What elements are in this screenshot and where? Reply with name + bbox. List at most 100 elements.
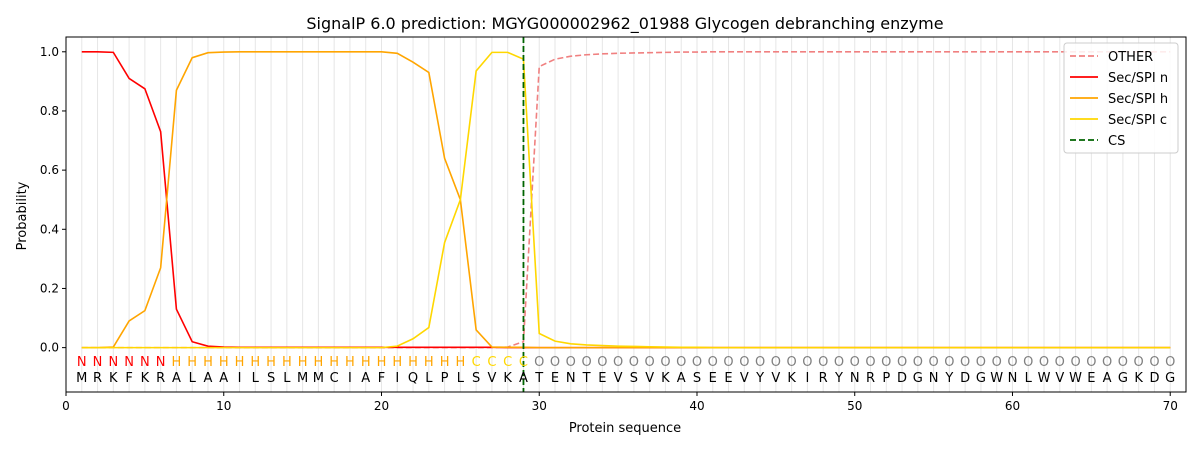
residue-letter: K [1134, 371, 1143, 386]
region-label: O [1165, 355, 1175, 370]
residue-letter: K [503, 371, 512, 386]
series-line-sec-spi-n [81, 50, 1171, 349]
region-label: H [361, 355, 371, 370]
residue-letter: V [771, 371, 780, 386]
residue-letter: T [534, 371, 543, 386]
region-label: H [329, 355, 339, 370]
region-label: O [1023, 355, 1033, 370]
region-label: H [455, 355, 465, 370]
axes-layer: 0 10 20 30 40 50 60 70 0.0 0.2 0.4 0.6 0.8 1.0 [40, 36, 1187, 413]
residue-letter: D [1149, 371, 1159, 386]
residue-letter: L [252, 371, 260, 386]
region-label: N [77, 355, 87, 370]
region-label: O [1086, 355, 1096, 370]
residue-letter: M [313, 371, 324, 386]
residue-letter: C [330, 371, 339, 386]
region-label: C [472, 355, 481, 370]
region-label: H [235, 355, 245, 370]
x-tick-label: 40 [689, 399, 704, 413]
series-line-sec-spi-h [81, 50, 1171, 349]
residue-letter: R [93, 371, 102, 386]
region-label: N [156, 355, 166, 370]
region-label: O [550, 355, 560, 370]
region-label: H [440, 355, 450, 370]
x-tick-label: 30 [532, 399, 547, 413]
residue-letter: V [645, 371, 654, 386]
region-label: O [1149, 355, 1159, 370]
region-label: H [314, 355, 324, 370]
residue-letter: E [709, 371, 717, 386]
x-tick-label: 50 [847, 399, 862, 413]
region-label: H [424, 355, 434, 370]
residue-letter: N [929, 371, 939, 386]
region-label: O [960, 355, 970, 370]
residue-letter: E [1087, 371, 1095, 386]
residue-letter: A [519, 371, 528, 386]
region-label: O [613, 355, 623, 370]
chart-title: SignalP 6.0 prediction: MGYG000002962_01… [306, 14, 943, 34]
plot-frame [65, 36, 1187, 393]
residue-letter: G [976, 371, 986, 386]
residue-letter: F [125, 371, 132, 386]
legend: OTHER Sec/SPI n Sec/SPI h Sec/SPI c CS [1063, 42, 1179, 154]
region-label: O [1055, 355, 1065, 370]
residue-letter: K [787, 371, 796, 386]
residue-letter: S [267, 371, 275, 386]
residue-letter: M [76, 371, 87, 386]
residue-letter: L [1025, 371, 1033, 386]
residue-letter: Q [408, 371, 418, 386]
region-label: H [345, 355, 355, 370]
x-tick-label: 0 [62, 399, 70, 413]
residue-letter: P [882, 371, 890, 386]
residue-letter: Y [755, 371, 764, 386]
residue-letter: N [566, 371, 576, 386]
region-label: O [771, 355, 781, 370]
residue-letter: A [204, 371, 213, 386]
legend-box [1063, 42, 1179, 154]
region-label: O [645, 355, 655, 370]
x-tick-label: 10 [216, 399, 231, 413]
y-tick-label: 0.4 [40, 222, 59, 236]
region-label: N [108, 355, 118, 370]
region-label: O [597, 355, 607, 370]
x-tick-label: 60 [1005, 399, 1020, 413]
residue-letter: V [614, 371, 623, 386]
residue-letter: R [866, 371, 875, 386]
region-label: O [692, 355, 702, 370]
x-tick-label: 70 [1163, 399, 1178, 413]
region-label: O [944, 355, 954, 370]
region-label: O [913, 355, 923, 370]
residue-letter: L [425, 371, 433, 386]
region-label: H [203, 355, 213, 370]
region-label: O [992, 355, 1002, 370]
region-label: O [629, 355, 639, 370]
region-label: O [850, 355, 860, 370]
region-label: H [219, 355, 229, 370]
region-label: O [708, 355, 718, 370]
region-label: O [723, 355, 733, 370]
region-label: O [1118, 355, 1128, 370]
residue-letter: I [348, 371, 352, 386]
region-label: O [1102, 355, 1112, 370]
residue-letter: W [990, 371, 1003, 386]
y-tick-label: 0.6 [40, 163, 59, 177]
region-label: C [519, 355, 528, 370]
residue-letter: P [441, 371, 449, 386]
legend-label: CS [1108, 134, 1125, 149]
region-label: O [566, 355, 576, 370]
residue-letter: I [238, 371, 242, 386]
grid-layer [81, 37, 1171, 392]
residue-letter: W [1038, 371, 1051, 386]
region-label: O [881, 355, 891, 370]
region-label: H [282, 355, 292, 370]
region-label: O [787, 355, 797, 370]
region-label: H [408, 355, 418, 370]
residue-letter: L [457, 371, 465, 386]
residue-letter: M [297, 371, 308, 386]
residue-letter: E [724, 371, 732, 386]
residue-letter: Y [834, 371, 843, 386]
region-label: O [818, 355, 828, 370]
residue-letter: R [156, 371, 165, 386]
residue-letter: N [850, 371, 860, 386]
